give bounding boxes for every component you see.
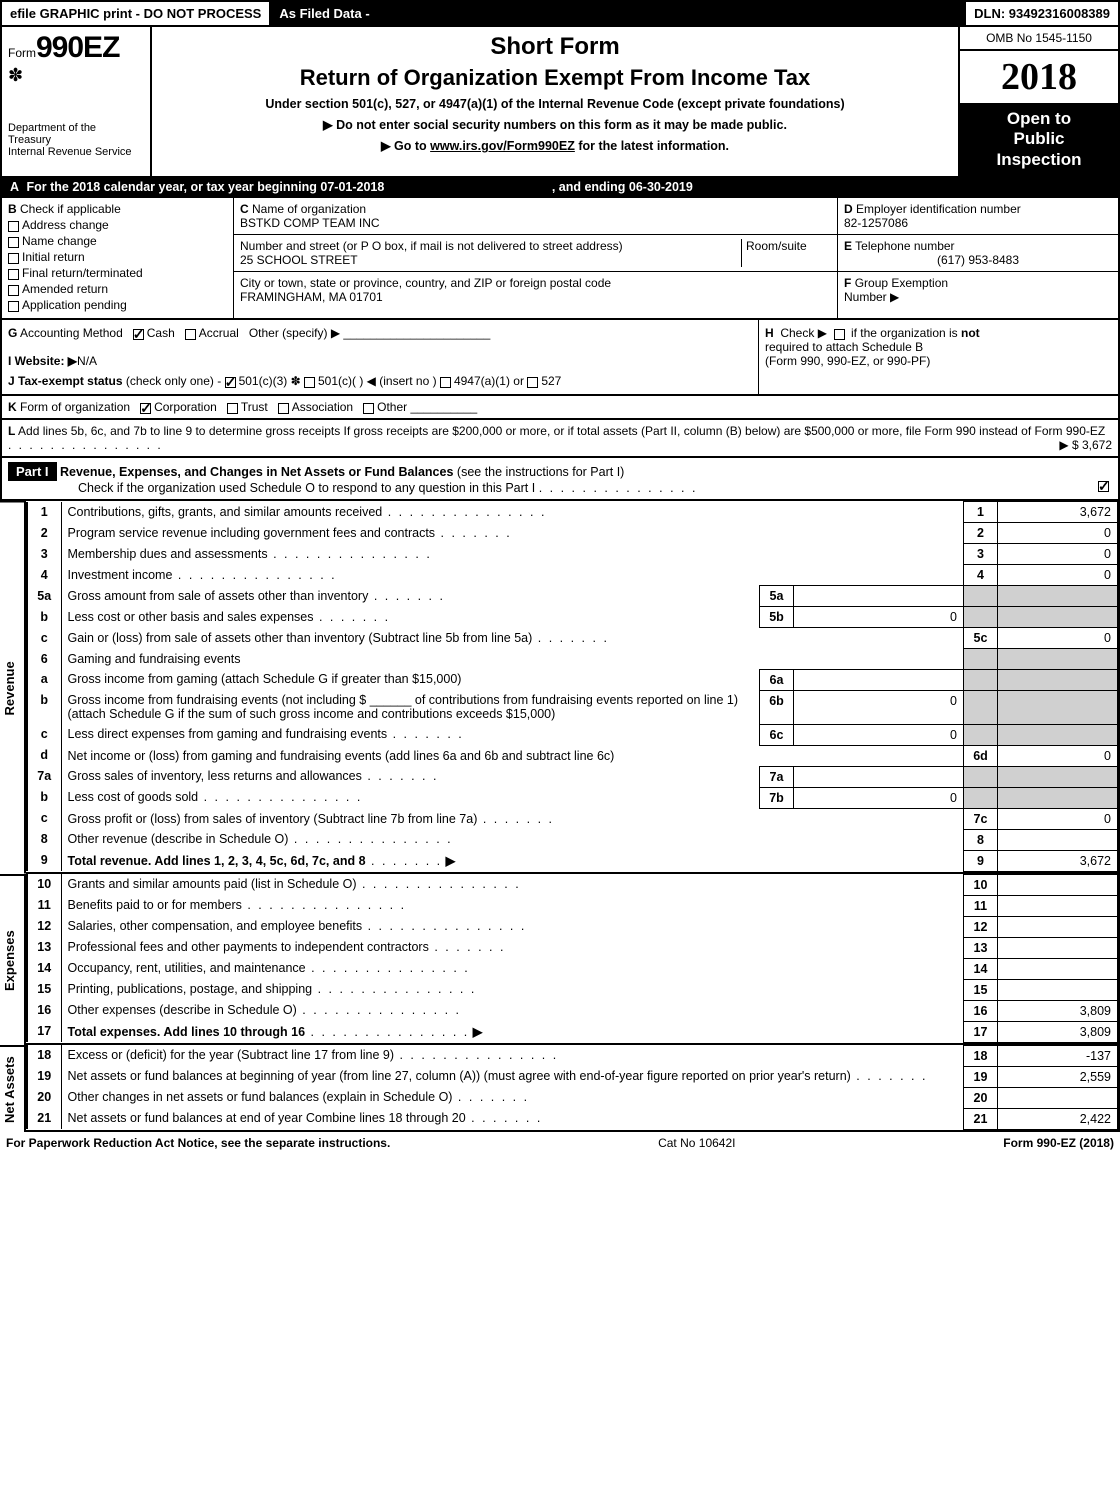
form-header: Form 990EZ ✽ Department of the Treasury … xyxy=(0,27,1120,178)
line2-value: 0 xyxy=(998,523,1118,544)
line18-value: -137 xyxy=(998,1045,1118,1066)
line1-value: 3,672 xyxy=(998,502,1118,523)
gross-receipts-value: ▶ $ 3,672 xyxy=(1059,438,1112,452)
form-title: Return of Organization Exempt From Incom… xyxy=(160,65,950,91)
line4-value: 0 xyxy=(998,565,1118,586)
header-right: OMB No 1545-1150 2018 Open to Public Ins… xyxy=(958,27,1118,176)
line-a: A For the 2018 calendar year, or tax yea… xyxy=(0,178,1120,198)
top-bar: efile GRAPHIC print - DO NOT PROCESS As … xyxy=(0,0,1120,27)
header-left: Form 990EZ ✽ Department of the Treasury … xyxy=(2,27,152,176)
row-k: K Form of organization Corporation Trust… xyxy=(0,396,1120,420)
line7c-value: 0 xyxy=(998,808,1118,829)
col-b: B Check if applicable Address change Nam… xyxy=(2,198,234,318)
other-checkbox[interactable] xyxy=(363,403,374,414)
line7a-value xyxy=(794,766,964,787)
part1-header: Part I Revenue, Expenses, and Changes in… xyxy=(0,458,1120,501)
footer-mid: Cat No 10642I xyxy=(658,1136,735,1150)
revenue-sidelabel: Revenue xyxy=(0,501,26,874)
header-center: Short Form Return of Organization Exempt… xyxy=(152,27,958,176)
ein-value: 82-1257086 xyxy=(844,216,908,230)
line21-value: 2,422 xyxy=(998,1108,1118,1129)
line5c-value: 0 xyxy=(998,628,1118,649)
line8-value xyxy=(998,829,1118,850)
header-sub1: Under section 501(c), 527, or 4947(a)(1)… xyxy=(160,97,950,111)
row-l: L Add lines 5b, 6c, and 7b to line 9 to … xyxy=(0,420,1120,458)
schedule-o-checkbox[interactable] xyxy=(1098,481,1109,492)
netassets-sidelabel: Net Assets xyxy=(0,1045,26,1132)
netassets-table: 18Excess or (deficit) for the year (Subt… xyxy=(26,1045,1118,1130)
dept-1: Department of the xyxy=(8,122,144,134)
footer-left: For Paperwork Reduction Act Notice, see … xyxy=(6,1136,390,1150)
dln-label: DLN: 93492316008389 xyxy=(964,2,1118,25)
org-city: FRAMINGHAM, MA 01701 xyxy=(240,290,383,304)
header-sub2: ▶ Do not enter social security numbers o… xyxy=(160,117,950,132)
revenue-section: Revenue 1Contributions, gifts, grants, a… xyxy=(0,501,1120,874)
trust-checkbox[interactable] xyxy=(227,403,238,414)
line6a-value xyxy=(794,669,964,690)
form-word: Form xyxy=(8,46,36,60)
block-bcdef: B Check if applicable Address change Nam… xyxy=(0,198,1120,320)
expenses-section: Expenses 10Grants and similar amounts pa… xyxy=(0,874,1120,1045)
room-suite: Room/suite xyxy=(741,239,831,267)
page-footer: For Paperwork Reduction Act Notice, see … xyxy=(0,1132,1120,1154)
line10-value xyxy=(998,874,1118,895)
line5a-value xyxy=(794,586,964,607)
irs-link[interactable]: www.irs.gov/Form990EZ xyxy=(430,139,575,153)
line6c-value: 0 xyxy=(794,724,964,745)
cash-checkbox[interactable] xyxy=(133,329,144,340)
initial-return-checkbox[interactable] xyxy=(8,253,19,264)
schedule-b-checkbox[interactable] xyxy=(834,329,845,340)
as-filed-label: As Filed Data - xyxy=(271,2,377,25)
col-c: C Name of organization BSTKD COMP TEAM I… xyxy=(234,198,838,318)
line9-value: 3,672 xyxy=(998,850,1118,871)
addr-change-checkbox[interactable] xyxy=(8,221,19,232)
line15-value xyxy=(998,979,1118,1000)
line20-value xyxy=(998,1087,1118,1108)
tax-year: 2018 xyxy=(960,51,1118,103)
efile-label: efile GRAPHIC print - DO NOT PROCESS xyxy=(2,2,271,25)
expenses-sidelabel: Expenses xyxy=(0,874,26,1045)
revenue-table: 1Contributions, gifts, grants, and simil… xyxy=(26,501,1118,872)
assoc-checkbox[interactable] xyxy=(278,403,289,414)
dept-2: Treasury xyxy=(8,134,144,146)
phone-value: (617) 953-8483 xyxy=(844,253,1112,267)
4947-checkbox[interactable] xyxy=(440,377,451,388)
top-spacer xyxy=(378,2,964,25)
line12-value xyxy=(998,916,1118,937)
dept-3: Internal Revenue Service xyxy=(8,146,144,158)
netassets-section: Net Assets 18Excess or (deficit) for the… xyxy=(0,1045,1120,1132)
name-change-checkbox[interactable] xyxy=(8,237,19,248)
org-name: BSTKD COMP TEAM INC xyxy=(240,216,380,230)
omb-number: OMB No 1545-1150 xyxy=(960,27,1118,51)
line14-value xyxy=(998,958,1118,979)
final-return-checkbox[interactable] xyxy=(8,269,19,280)
line17-value: 3,809 xyxy=(998,1021,1118,1042)
line3-value: 0 xyxy=(998,544,1118,565)
501c-checkbox[interactable] xyxy=(304,377,315,388)
line19-value: 2,559 xyxy=(998,1066,1118,1087)
row-gh: G Accounting Method Cash Accrual Other (… xyxy=(0,320,1120,396)
line6b-value: 0 xyxy=(794,690,964,724)
expenses-table: 10Grants and similar amounts paid (list … xyxy=(26,874,1118,1043)
footer-right: Form 990-EZ (2018) xyxy=(1003,1136,1114,1150)
application-pending-checkbox[interactable] xyxy=(8,301,19,312)
col-def: D Employer identification number 82-1257… xyxy=(838,198,1118,318)
accrual-checkbox[interactable] xyxy=(185,329,196,340)
form-number: 990EZ xyxy=(36,31,119,65)
line5b-value: 0 xyxy=(794,607,964,628)
line7b-value: 0 xyxy=(794,787,964,808)
line13-value xyxy=(998,937,1118,958)
corp-checkbox[interactable] xyxy=(140,403,151,414)
527-checkbox[interactable] xyxy=(527,377,538,388)
line11-value xyxy=(998,895,1118,916)
short-form: Short Form xyxy=(160,33,950,61)
line6d-value: 0 xyxy=(998,745,1118,766)
amended-return-checkbox[interactable] xyxy=(8,285,19,296)
line16-value: 3,809 xyxy=(998,1000,1118,1021)
501c3-checkbox[interactable] xyxy=(225,377,236,388)
header-sub3: ▶ Go to www.irs.gov/Form990EZ for the la… xyxy=(160,138,950,153)
open-to-public: Open to Public Inspection xyxy=(960,103,1118,176)
org-street: 25 SCHOOL STREET xyxy=(240,253,358,267)
